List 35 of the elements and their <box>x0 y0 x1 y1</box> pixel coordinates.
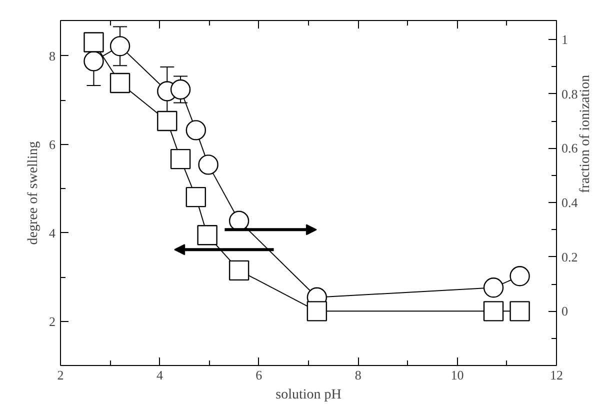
point <box>483 278 504 298</box>
point <box>84 51 104 72</box>
x-axis-title: solution pH <box>276 388 342 402</box>
y2-axis-title: fraction of ionization <box>578 74 594 193</box>
point <box>483 301 504 322</box>
point <box>306 301 328 322</box>
y-tick-label: 8 <box>49 48 56 64</box>
y2-tick-label: 0 <box>562 304 568 319</box>
y2-tick-label: 0.6 <box>562 140 578 156</box>
x-tick-label: 4 <box>156 368 164 382</box>
point <box>198 154 218 175</box>
point <box>197 225 218 246</box>
y2-tick-label: 1 <box>562 32 568 48</box>
y-axis-title: degree of swelling <box>26 141 41 245</box>
x-tick-label: 12 <box>550 368 563 382</box>
y2-tick-label: 0.4 <box>562 195 578 210</box>
x-tick-label: 10 <box>450 368 464 382</box>
point <box>510 266 530 286</box>
point <box>110 36 130 56</box>
y-tick-label: 4 <box>49 225 56 240</box>
y-tick-label: 2 <box>49 314 56 329</box>
y2-tick-label: 0.2 <box>562 249 578 264</box>
point <box>186 120 206 140</box>
point <box>510 301 530 322</box>
point <box>228 260 250 281</box>
point <box>110 72 130 94</box>
point <box>157 110 178 132</box>
point <box>186 186 206 208</box>
x-tick-label: 8 <box>354 368 362 382</box>
point <box>170 79 191 100</box>
point <box>84 32 104 52</box>
y2-tick-label: 0.8 <box>562 86 578 102</box>
y-tick-label: 6 <box>49 136 56 152</box>
point <box>170 148 191 170</box>
x-tick-label: 6 <box>256 368 263 382</box>
